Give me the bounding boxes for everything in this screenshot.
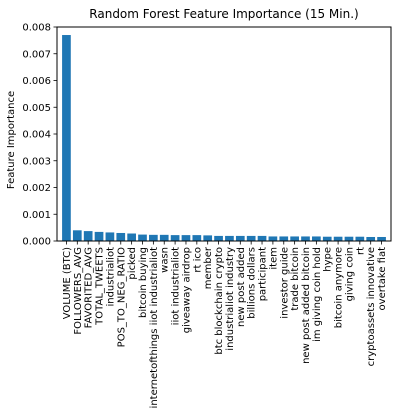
- x-tick-label: bitcoin anymore: [334, 247, 345, 328]
- bar: [181, 235, 191, 241]
- x-tick-label: industrialiot: [105, 247, 116, 307]
- bar: [214, 235, 223, 241]
- bar: [333, 236, 343, 241]
- plot-frame: [56, 26, 392, 242]
- x-tick-label: item: [268, 247, 279, 270]
- bar: [127, 233, 136, 241]
- y-tick-label: 0.007: [22, 49, 51, 60]
- x-tick-label: VOLUME (BTC): [62, 247, 73, 319]
- x-axis-ticks: VOLUME (BTC) FOLLOWERS_AVG FAVORITED_AVG TO…: [62, 241, 388, 408]
- x-tick-label: TOTAL_TWEETS: [95, 247, 106, 326]
- bar: [235, 235, 245, 241]
- x-tick-label: FOLLOWERS_AVG: [73, 247, 84, 335]
- bar: [322, 236, 332, 241]
- bar: [62, 35, 71, 242]
- x-tick-label: giving coin: [344, 247, 355, 301]
- bar: [192, 235, 202, 241]
- bar: [268, 236, 278, 241]
- bar: [366, 236, 376, 241]
- bar: [149, 234, 158, 241]
- x-tick-label: iiot industrialiot: [171, 247, 182, 325]
- bar: [279, 236, 289, 241]
- y-axis-ticks: 0.000 0.001 0.002 0.003 0.004 0.005 0.006 0.007…: [22, 23, 57, 248]
- bar: [225, 235, 234, 241]
- x-tick-label: POS_TO_NEG_RATIO: [116, 247, 127, 347]
- bar: [159, 234, 169, 241]
- bar: [116, 232, 126, 241]
- x-tick-label: internetofthings iiot industrialiot: [149, 247, 160, 409]
- bar: [290, 236, 299, 241]
- x-tick-label: FAVORITED_AVG: [84, 247, 95, 328]
- y-tick-label: 0.003: [22, 156, 51, 167]
- x-tick-label: im giving coin hold: [312, 247, 323, 342]
- x-tick-label: rt: [355, 247, 366, 255]
- bar: [138, 234, 147, 241]
- x-tick-label: overtake fiat: [377, 247, 388, 311]
- y-tick-label: 0.004: [22, 130, 51, 141]
- y-tick-label: 0.001: [22, 210, 51, 221]
- bar: [344, 236, 354, 241]
- x-tick-label: trade bitcoin: [290, 247, 301, 311]
- bar: [94, 231, 104, 241]
- x-tick-label: wasn: [160, 247, 171, 273]
- x-tick-label: picked: [127, 247, 138, 280]
- bar: [312, 236, 321, 241]
- bar: [301, 236, 310, 241]
- bar: [72, 230, 82, 241]
- y-tick-label: 0.005: [22, 103, 51, 114]
- x-tick-label: giveaway airdrop: [181, 247, 192, 333]
- bar: [355, 236, 365, 241]
- y-tick-label: 0.002: [22, 183, 51, 194]
- bar: [246, 235, 256, 241]
- y-tick-label: 0.000: [22, 237, 51, 248]
- chart-title: Random Forest Feature Importance (15 Min…: [89, 7, 358, 21]
- bar: [257, 235, 267, 241]
- x-tick-label: participant: [258, 247, 269, 301]
- y-axis-label: Feature Importance: [6, 91, 17, 189]
- x-tick-label: rt ico: [192, 247, 203, 273]
- y-tick-label: 0.008: [22, 23, 51, 34]
- x-tick-label: new post added: [236, 247, 247, 327]
- x-tick-label: industrialiot industry: [225, 247, 236, 351]
- x-tick-label: cryptoassets innovative: [366, 247, 377, 366]
- x-tick-label: billions dollars: [247, 247, 258, 319]
- y-tick-label: 0.006: [22, 76, 51, 87]
- bar: [170, 235, 180, 241]
- x-tick-label: investor guide: [279, 247, 290, 319]
- bar: [105, 232, 115, 241]
- x-tick-label: hype: [323, 247, 334, 272]
- x-tick-label: bitcoin buying: [138, 247, 149, 318]
- x-tick-label: member: [203, 246, 214, 289]
- x-tick-label: btc blockchain crypto: [214, 247, 225, 355]
- bar: [83, 231, 93, 241]
- x-tick-label: new post added bitcoin: [301, 247, 312, 364]
- bar: [203, 235, 213, 241]
- bars-group: [62, 35, 386, 242]
- bar: [377, 236, 386, 241]
